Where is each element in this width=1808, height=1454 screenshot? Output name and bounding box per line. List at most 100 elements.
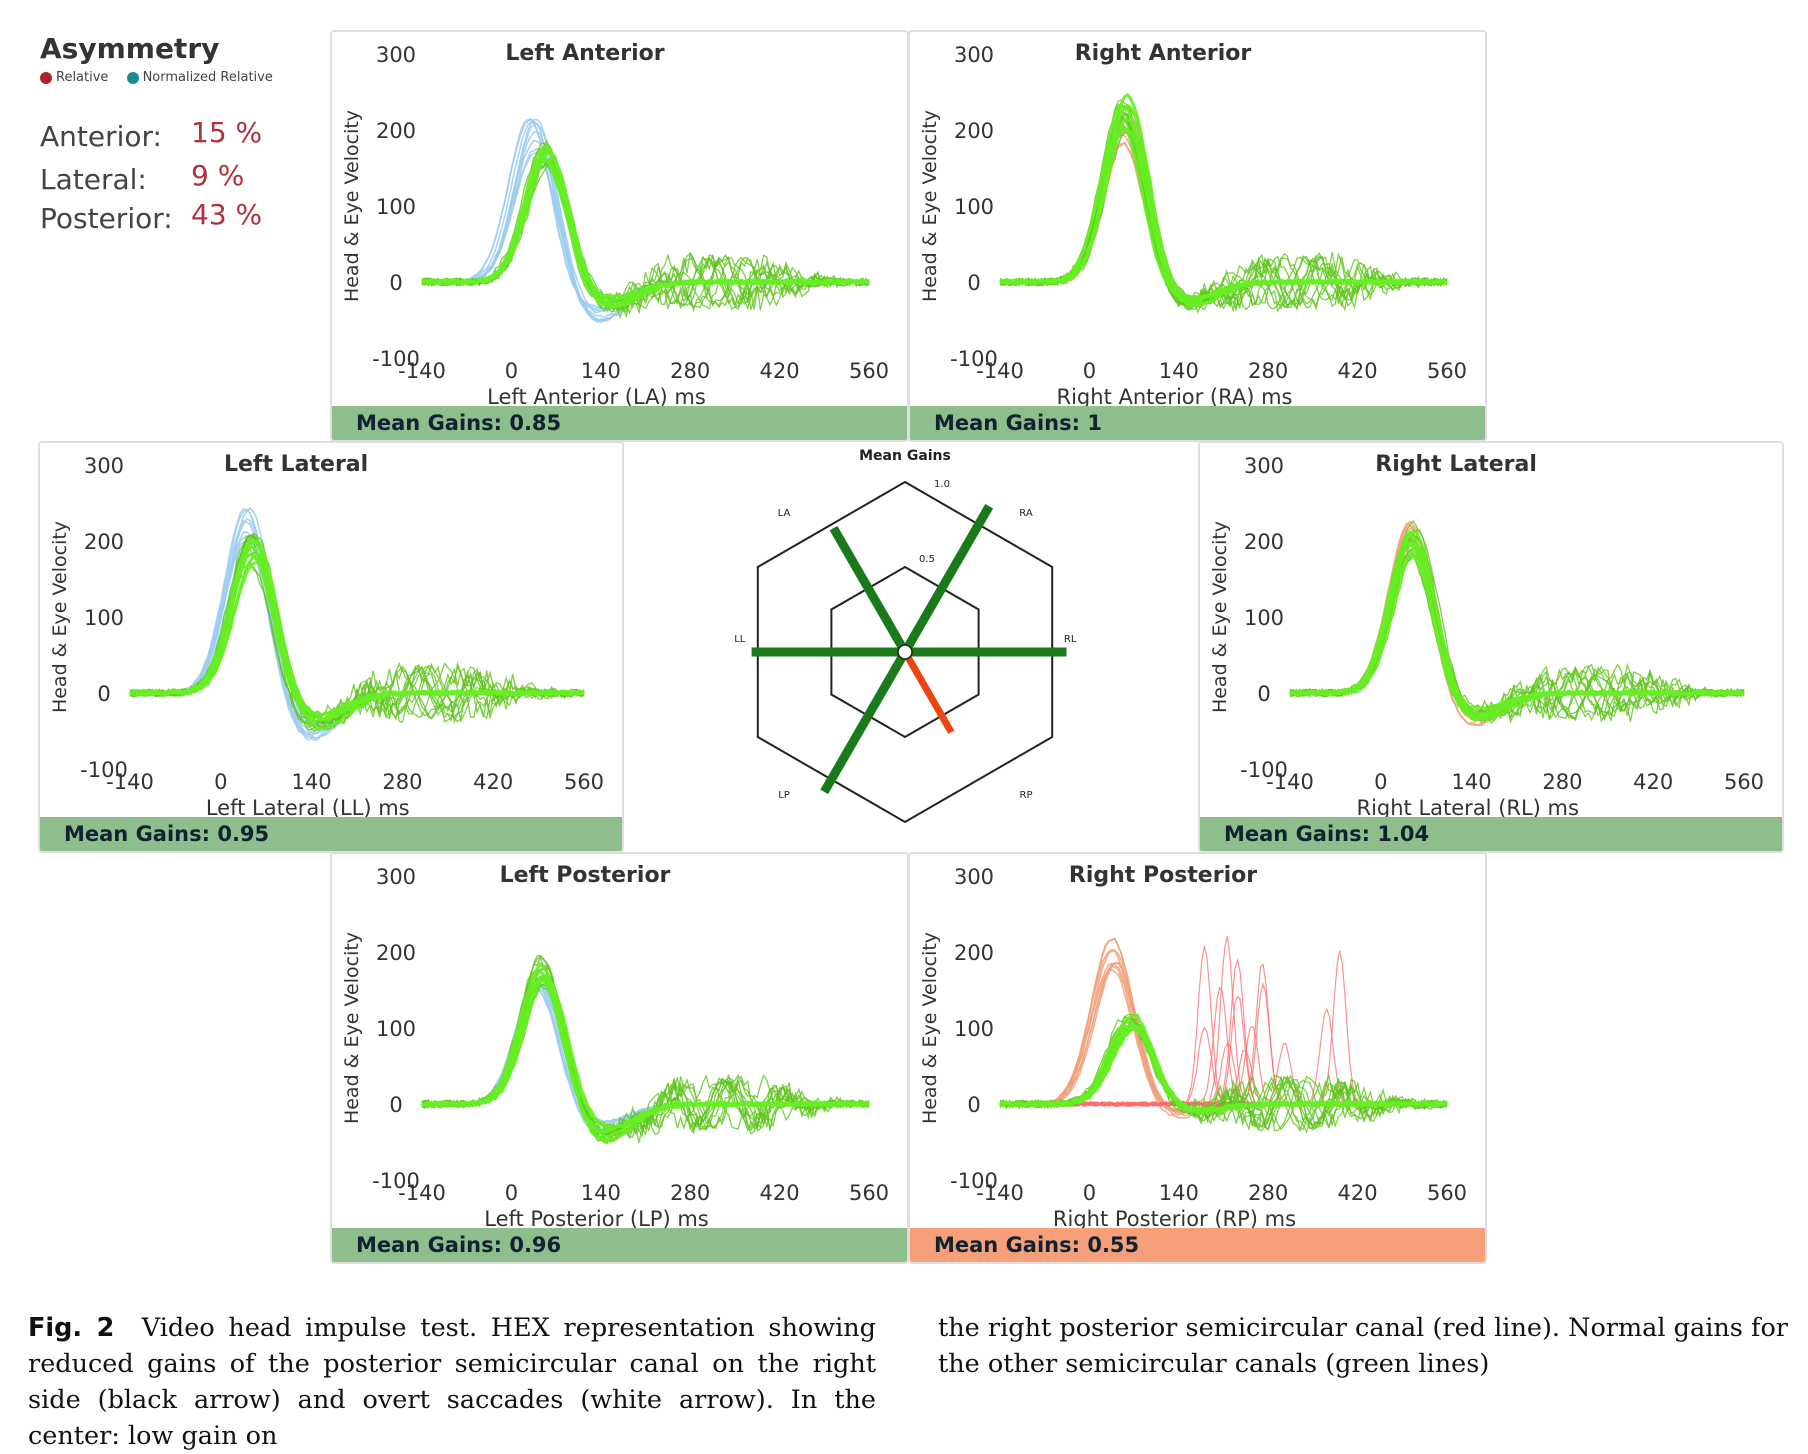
asymmetry-summary: Asymmetry Relative Normalized Relative A… xyxy=(38,30,338,250)
eye-velocity-line-bold xyxy=(129,560,585,718)
x-axis-label: Left Posterior (LP) ms xyxy=(484,1207,709,1231)
gain-bar-ra xyxy=(901,503,994,655)
hex-outer-ring xyxy=(756,480,1054,824)
hex-axis-label-rp: RP xyxy=(1020,790,1033,801)
x-tick-label: 140 xyxy=(581,1181,621,1205)
x-tick-label: 420 xyxy=(473,770,513,794)
y-axis-label: Head & Eye Velocity xyxy=(919,110,941,302)
x-tick-label: 560 xyxy=(1427,359,1467,383)
eye-velocity-line-bold xyxy=(999,92,1448,302)
mean-gains-bar: Mean Gains: 0.85 xyxy=(332,406,907,440)
y-tick-label: 300 xyxy=(376,43,416,67)
x-tick-label: 140 xyxy=(581,359,621,383)
asym-label-anterior: Anterior: xyxy=(40,120,162,153)
legend-normalized: Normalized Relative xyxy=(142,70,273,85)
x-axis-label: Right Anterior (RA) ms xyxy=(1057,385,1293,409)
eye-velocity-line-bold xyxy=(999,1013,1448,1116)
x-tick-label: 560 xyxy=(1427,1181,1467,1205)
x-tick-label: 280 xyxy=(670,1181,710,1205)
y-tick-label: 300 xyxy=(954,865,994,889)
y-tick-label: 100 xyxy=(954,1017,994,1041)
x-tick-label: 0 xyxy=(505,1181,518,1205)
x-axis-label: Left Anterior (LA) ms xyxy=(487,385,706,409)
y-tick-label: 100 xyxy=(376,195,416,219)
y-tick-label: 100 xyxy=(376,1017,416,1041)
y-tick-label: -100 xyxy=(80,758,128,782)
y-tick-label: 0 xyxy=(967,1093,980,1117)
x-axis-label: Right Lateral (RL) ms xyxy=(1356,796,1578,820)
panel-left-posterior: Left Posterior Head & Eye Velocity 300 200 1… xyxy=(330,852,909,1264)
eye-velocity-line-bold xyxy=(421,975,870,1142)
asym-value-anterior: 15 % xyxy=(191,116,263,149)
x-axis-label: Left Lateral (LL) ms xyxy=(206,796,410,820)
chart-svg-la: Left Anterior Head & Eye Velocity 300 200 10… xyxy=(341,41,889,409)
hex-axis-label-rl: RL xyxy=(1064,634,1077,645)
normalized-dot-icon xyxy=(126,71,139,84)
y-tick-label: 200 xyxy=(376,941,416,965)
x-tick-label: 140 xyxy=(1159,1181,1199,1205)
x-tick-label: 280 xyxy=(1248,1181,1288,1205)
panel-left-lateral: Left Lateral Head & Eye Velocity 300 200 100… xyxy=(38,441,624,853)
panel-title: Left Lateral xyxy=(224,452,368,477)
panel-right-posterior: Right Posterior Head & Eye Velocity 300 200… xyxy=(908,852,1487,1264)
asym-label-lateral: Lateral: xyxy=(40,163,147,196)
hex-axis-label-lp: LP xyxy=(778,790,790,801)
y-axis-label: Head & Eye Velocity xyxy=(341,110,363,302)
gain-bar-la xyxy=(829,525,909,655)
y-tick-label: -100 xyxy=(372,347,420,371)
chart-svg-rl: Right Lateral Head & Eye Velocity 300 200 10… xyxy=(1209,452,1764,820)
x-tick-label: 560 xyxy=(849,1181,889,1205)
x-tick-label: 560 xyxy=(1724,770,1764,794)
eye-velocity-line-bold xyxy=(999,126,1448,304)
caption-right: the right posterior semicircular canal (… xyxy=(938,1310,1788,1382)
x-tick-label: -140 xyxy=(976,359,1024,383)
y-tick-label: -100 xyxy=(950,1169,998,1193)
eye-velocity-line xyxy=(999,1018,1448,1132)
y-axis-label: Head & Eye Velocity xyxy=(1209,521,1231,713)
saccade-line xyxy=(999,950,1448,1108)
y-tick-label: 0 xyxy=(97,682,110,706)
y-tick-label: 0 xyxy=(1257,682,1270,706)
chart-svg-ll: Left Lateral Head & Eye Velocity 300 200 100… xyxy=(49,452,604,820)
asym-value-lateral: 9 % xyxy=(191,159,245,192)
x-tick-label: 420 xyxy=(760,1181,800,1205)
x-tick-label: -140 xyxy=(1266,770,1314,794)
x-tick-label: 140 xyxy=(1159,359,1199,383)
x-tick-label: 0 xyxy=(1083,359,1096,383)
panel-title: Right Posterior xyxy=(1069,863,1257,888)
x-tick-label: 280 xyxy=(670,359,710,383)
mean-gains-bar: Mean Gains: 1 xyxy=(910,406,1485,440)
x-tick-label: 280 xyxy=(382,770,422,794)
x-tick-label: 280 xyxy=(1248,359,1288,383)
caption-left: Fig. 2 Video head impulse test. HEX repr… xyxy=(28,1310,876,1454)
panel-title: Left Anterior xyxy=(505,41,664,66)
y-tick-label: 200 xyxy=(84,530,124,554)
chart-svg-ra: Right Anterior Head & Eye Velocity 300 200 1… xyxy=(919,41,1467,409)
hex-svg: Mean Gains 1.0 0.5 LA RA LL RL LP RP xyxy=(734,448,1077,824)
y-axis-label: Head & Eye Velocity xyxy=(919,932,941,1124)
asym-value-posterior: 43 % xyxy=(191,198,263,231)
trace-group xyxy=(999,936,1448,1134)
x-tick-label: 420 xyxy=(760,359,800,383)
mean-gains-text: Mean Gains: 0.85 xyxy=(356,411,562,435)
asym-label-posterior: Posterior: xyxy=(40,202,173,235)
trace-group xyxy=(1289,520,1745,727)
mean-gains-bar: Mean Gains: 0.55 xyxy=(910,1228,1485,1262)
mean-gains-text: Mean Gains: 0.95 xyxy=(64,822,270,846)
asymmetry-title: Asymmetry xyxy=(40,32,220,65)
x-tick-label: 140 xyxy=(292,770,332,794)
x-tick-label: 560 xyxy=(849,359,889,383)
legend-relative: Relative xyxy=(56,70,109,85)
saccade-line xyxy=(999,936,1448,1108)
hex-center-dot xyxy=(897,644,913,660)
mean-gains-bar: Mean Gains: 0.96 xyxy=(332,1228,907,1262)
head-velocity-line xyxy=(999,113,1448,304)
trace-group xyxy=(421,117,870,324)
saccade-line xyxy=(999,957,1448,1108)
panel-title: Right Anterior xyxy=(1075,41,1252,66)
y-tick-label: 0 xyxy=(389,271,402,295)
hex-ring-label-outer: 1.0 xyxy=(934,479,950,490)
mean-gains-hex: Mean Gains 1.0 0.5 LA RA LL RL LP RP xyxy=(700,440,1120,850)
y-tick-label: 200 xyxy=(1244,530,1284,554)
caption-right-text: the right posterior semicircular canal (… xyxy=(938,1313,1788,1379)
